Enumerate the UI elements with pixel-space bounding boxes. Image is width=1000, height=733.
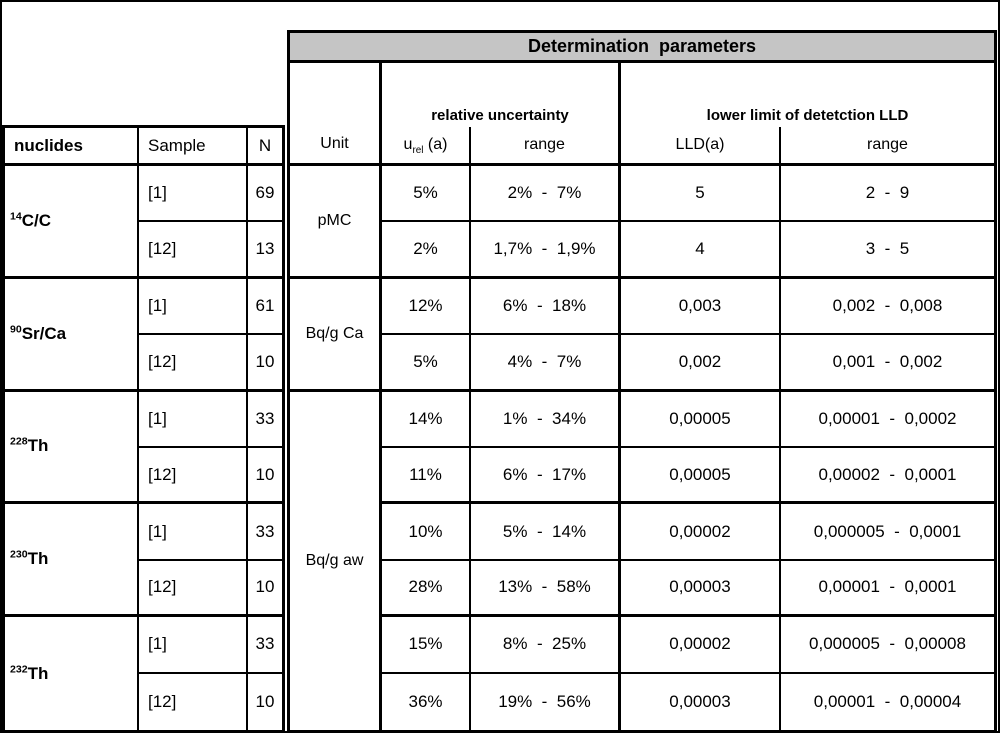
urel-cell: 28% (382, 560, 471, 618)
n-cell: 61 (248, 279, 282, 336)
n-cell: 10 (248, 561, 282, 618)
urel-range-cell: 5% - 14% (471, 504, 621, 561)
table-title: Determination parameters (290, 33, 994, 63)
nuclide-label-th230: 230Th (5, 504, 139, 618)
sample-cell: [12] (139, 335, 248, 392)
column-header-lld-range: range (781, 127, 994, 166)
sample-cell: [12] (139, 560, 248, 618)
urel-range-cell: 2% - 7% (471, 166, 621, 223)
lld-range-cell: 0,00001 - 0,00004 (813, 691, 962, 711)
urel-cell: 11% (382, 448, 471, 505)
unit-cell-bqg-aw: Bq/g aw (290, 391, 382, 730)
lld-range-cell: 0,00002 - 0,0001 (781, 448, 994, 505)
unit-cell-bqg-ca: Bq/g Ca (290, 278, 382, 392)
urel-range-cell: 13% - 58% (471, 560, 621, 618)
urel-range-cell: 1% - 34% (471, 391, 621, 448)
n-cell: 33 (248, 617, 282, 674)
group-header-lld: lower limit of detetction LLD (706, 107, 909, 124)
urel-range-cell: 4% - 7% (471, 335, 621, 392)
lld-cell: 0,003 (621, 278, 781, 336)
urel-cell: 10% (382, 504, 471, 561)
lld-range-cell: 0,00001 - 0,0002 (781, 392, 994, 448)
sample-cell: [1] (139, 504, 248, 561)
urel-cell: 15% (382, 617, 471, 674)
nuclide-label-th228: 228Th (5, 391, 139, 505)
urel-cell: 5% (382, 335, 471, 392)
lld-cell: 0,002 (621, 335, 781, 392)
nuclide-label-c14: 14C/C (5, 166, 139, 279)
sample-cell: [1] (139, 617, 248, 674)
column-header-lld-a: LLD(a) (621, 127, 781, 166)
sample-cell: [12] (139, 673, 248, 730)
lld-range-cell: 2 - 9 (781, 166, 994, 223)
sample-cell: [12] (139, 448, 248, 505)
lld-cell: 0,00002 (621, 504, 781, 561)
sample-cell: [1] (139, 166, 248, 223)
urel-cell: 36% (382, 673, 471, 730)
urel-cell: 12% (382, 278, 471, 336)
determination-parameters-table: Determination parameters Unit relative u… (287, 30, 997, 731)
column-header-urel-range: range (471, 127, 621, 166)
lld-cell: 0,00002 (621, 617, 781, 674)
lld-range-cell: 3 - 5 (781, 222, 994, 279)
urel-range-cell: 6% - 17% (471, 448, 621, 505)
urel-range-cell: 1,7% - 1,9% (471, 222, 621, 279)
lld-cell: 5 (621, 166, 781, 223)
lld-cell: 4 (621, 222, 781, 279)
lld-range-cell: 0,001 - 0,002 (781, 335, 994, 392)
sample-cell: [1] (139, 391, 248, 448)
column-header-unit: Unit (290, 63, 382, 166)
n-cell: 33 (248, 504, 282, 561)
column-header-n: N (248, 128, 282, 166)
urel-range-cell: 19% - 56% (471, 673, 621, 730)
urel-range-cell: 8% - 25% (471, 617, 621, 674)
n-cell: 69 (248, 166, 282, 223)
lld-cell: 0,00005 (621, 448, 781, 505)
column-header-urel: urel (a) (382, 127, 471, 166)
column-header-sample: Sample (139, 128, 248, 166)
nuclide-label-sr90: 90Sr/Ca (5, 278, 139, 392)
nuclide-sample-table: nuclides Sample N 14C/C 90Sr/Ca 228Th 23… (2, 125, 285, 731)
lld-range-cell: 0,000005 - 0,00008 (781, 617, 994, 674)
n-cell: 10 (248, 335, 282, 392)
unit-cell-pmc: pMC (290, 166, 382, 279)
n-cell: 10 (255, 691, 275, 711)
lld-cell: 0,00003 (621, 560, 781, 618)
urel-cell: 14% (382, 391, 471, 448)
urel-range-cell: 6% - 18% (471, 278, 621, 336)
group-header-relative-uncertainty: relative uncertainty (382, 63, 621, 127)
lld-range-cell: 0,00001 - 0,0001 (781, 561, 994, 618)
urel-cell: 2% (382, 222, 471, 279)
n-cell: 10 (248, 448, 282, 505)
n-cell: 33 (248, 392, 282, 448)
n-cell: 13 (248, 222, 282, 279)
urel-cell: 5% (382, 166, 471, 223)
lld-range-cell: 0,000005 - 0,0001 (781, 504, 994, 561)
sample-cell: [12] (139, 222, 248, 279)
lld-cell: 0,00003 (621, 673, 781, 730)
lld-cell: 0,00005 (621, 391, 781, 448)
sample-cell: [1] (139, 278, 248, 336)
nuclide-label-th232: 232Th (5, 617, 139, 730)
lld-range-cell: 0,002 - 0,008 (781, 279, 994, 336)
column-header-nuclides: nuclides (5, 128, 139, 166)
